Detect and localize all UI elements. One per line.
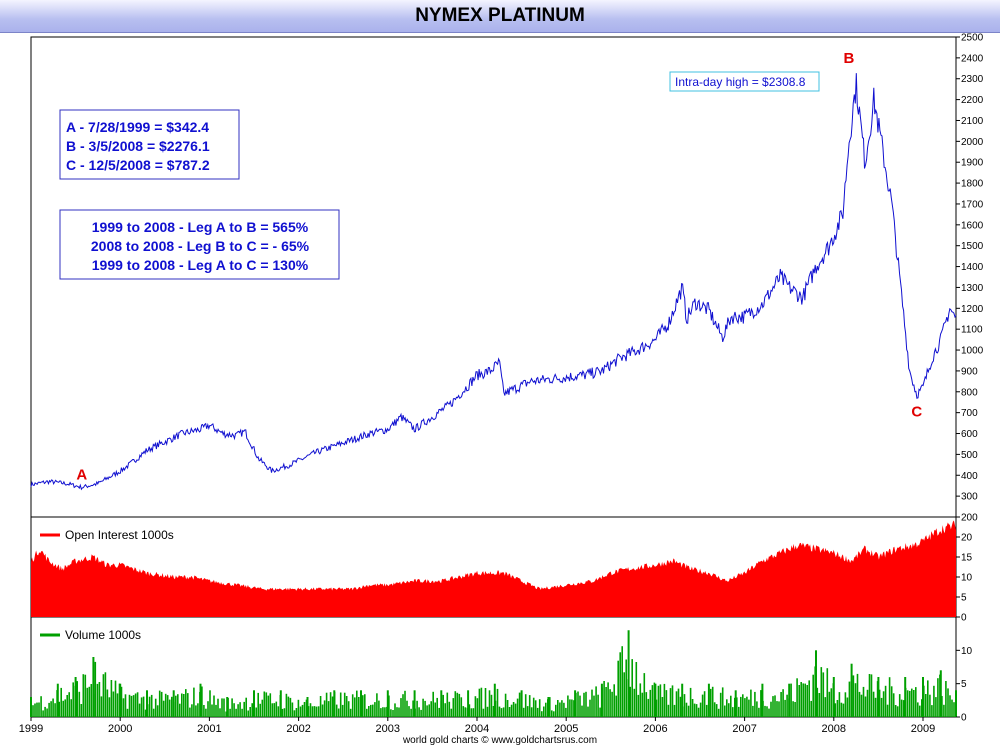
point-label-A: A [76,466,87,483]
intraday-box [669,71,820,92]
y-tick-label: 900 [961,366,978,377]
price-series-line [30,73,957,491]
footer-credit: world gold charts © www.goldchartsrus.co… [402,735,598,746]
y-tick-label: 700 [961,408,978,419]
y-tick-label: 1500 [961,241,984,252]
y-tick-label: 2500 [961,33,984,44]
y-tick-label: 2300 [961,74,984,85]
y-tick-label: 2000 [961,137,984,148]
y-tick-label: 1400 [961,262,984,273]
y-tick-label: 10 [961,646,973,657]
y-tick-label: 800 [961,387,978,398]
y-tick-label: 600 [961,429,978,440]
y-tick-label: 1700 [961,199,984,210]
x-tick-label: 2007 [732,723,756,735]
point-label-C: C [911,403,922,420]
y-tick-label: 500 [961,450,978,461]
y-tick-label: 1300 [961,283,984,294]
x-tick-label: 2001 [197,723,221,735]
y-tick-label: 400 [961,471,978,482]
intraday-text: Intra-day high = $2308.8 [675,75,806,89]
x-tick-label: 2004 [465,723,489,735]
y-tick-label: 1600 [961,220,984,231]
y-tick-label: 2200 [961,95,984,106]
points-box-line: B - 3/5/2008 = $2276.1 [66,138,210,154]
x-tick-label: 2003 [376,723,400,735]
legs-box [59,209,340,280]
y-tick-label: 1200 [961,304,984,315]
y-tick-label: 2100 [961,116,984,127]
y-tick-label: 200 [961,513,978,524]
x-tick-label: 2006 [643,723,667,735]
point-label-B: B [844,50,855,67]
y-tick-label: 5 [961,679,967,690]
open-interest-area [31,520,956,617]
legs-box-line: 1999 to 2008 - Leg A to C = 130% [92,257,309,273]
y-tick-label: 1100 [961,325,983,336]
annotations: Open Interest 1000s Volume 1000s Intra-day… [40,71,820,642]
y-tick-label: 15 [961,553,973,564]
title-bar [0,0,1000,33]
y-tick-label: 1000 [961,346,984,357]
legs-box-line: 2008 to 2008 - Leg B to C = - 65% [91,238,310,254]
points-box [59,109,240,180]
y-tick-label: 1800 [961,179,984,190]
points-box-line: C - 12/5/2008 = $787.2 [66,157,210,173]
legend-label-volume: Volume 1000s [65,628,141,642]
y-tick-label: 0 [961,613,967,624]
y-tick-label: 5 [961,593,967,604]
open-interest-plot [31,520,956,617]
y-tick-label: 10 [961,573,973,584]
legend-label-open-interest: Open Interest 1000s [65,528,174,542]
x-tick-label: 2005 [554,723,578,735]
y-tick-label: 2400 [961,53,984,64]
y-tick-label: 0 [961,713,967,724]
axes: 2003004005006007008009001000110012001300… [19,33,984,736]
chart-title: NYMEX PLATINUM [415,5,585,26]
legs-box-line: 1999 to 2008 - Leg A to B = 565% [92,219,309,235]
x-tick-label: 2000 [108,723,132,735]
y-tick-label: 1900 [961,158,984,169]
volume-plot [30,630,957,717]
y-tick-label: 300 [961,492,978,503]
points-box-line: A - 7/28/1999 = $342.4 [66,119,209,135]
price-plot: A B C [30,50,957,491]
x-tick-label: 2008 [822,723,846,735]
x-tick-label: 2009 [911,723,935,735]
x-tick-label: 1999 [19,723,43,735]
x-tick-label: 2002 [286,723,310,735]
y-tick-label: 20 [961,533,973,544]
